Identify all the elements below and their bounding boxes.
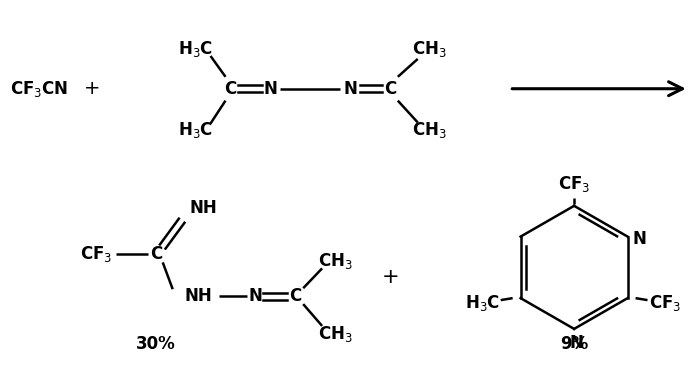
Text: CF$_3$CN: CF$_3$CN <box>10 79 69 99</box>
Text: $+$: $+$ <box>83 79 99 98</box>
Text: C: C <box>225 80 237 98</box>
Text: C: C <box>150 245 162 263</box>
Text: N: N <box>248 287 262 305</box>
Text: C: C <box>289 287 301 305</box>
Text: 30%: 30% <box>136 335 176 353</box>
Text: CF$_3$: CF$_3$ <box>80 244 112 265</box>
Text: CH$_3$: CH$_3$ <box>412 120 447 141</box>
Text: $+$: $+$ <box>382 267 398 287</box>
Text: H$_3$C: H$_3$C <box>178 39 214 59</box>
Text: CF$_3$: CF$_3$ <box>558 174 590 194</box>
Text: N: N <box>343 80 357 98</box>
Text: 9%: 9% <box>560 335 588 353</box>
Text: N: N <box>263 80 277 98</box>
Text: CF$_3$: CF$_3$ <box>650 293 682 313</box>
Text: N: N <box>569 334 583 352</box>
Text: NH: NH <box>190 199 218 217</box>
Text: H$_3$C: H$_3$C <box>466 293 500 313</box>
Text: CH$_3$: CH$_3$ <box>412 39 447 59</box>
Text: H$_3$C: H$_3$C <box>178 120 214 141</box>
Text: N: N <box>633 230 647 248</box>
Text: NH: NH <box>185 287 213 305</box>
Text: C: C <box>384 80 396 98</box>
Text: CH$_3$: CH$_3$ <box>318 324 352 344</box>
Text: CH$_3$: CH$_3$ <box>318 251 352 272</box>
